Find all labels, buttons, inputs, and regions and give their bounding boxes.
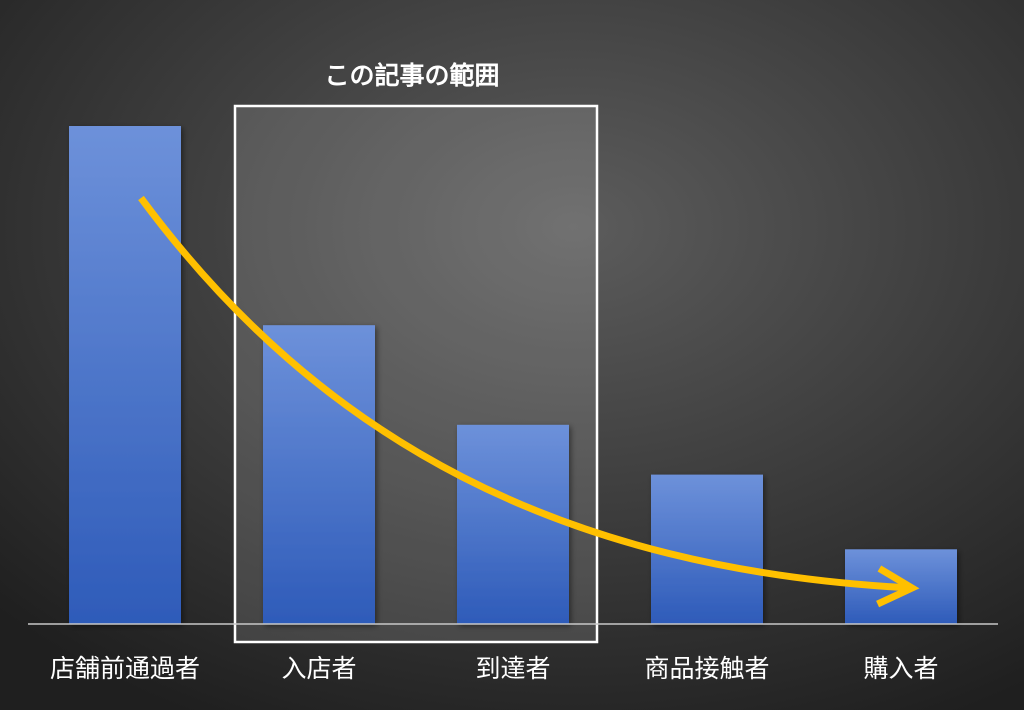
bars-group: [69, 126, 957, 624]
trend-arrow-head: [876, 565, 920, 608]
highlight-label: この記事の範囲: [324, 61, 499, 90]
bar-3: [457, 424, 569, 624]
bar-1: [69, 126, 181, 624]
category-label-5: 購入者: [863, 654, 938, 683]
category-labels: 店舗前通過者 入店者 到達者 商品接触者 購入者: [50, 654, 939, 683]
bar-2: [263, 325, 375, 624]
category-label-1: 店舗前通過者: [50, 654, 200, 683]
trend-arrow-line: [138, 195, 913, 592]
category-label-2: 入店者: [281, 654, 356, 683]
category-label-4: 商品接触者: [644, 654, 769, 683]
bar-4: [651, 474, 763, 624]
category-label-3: 到達者: [475, 654, 550, 683]
